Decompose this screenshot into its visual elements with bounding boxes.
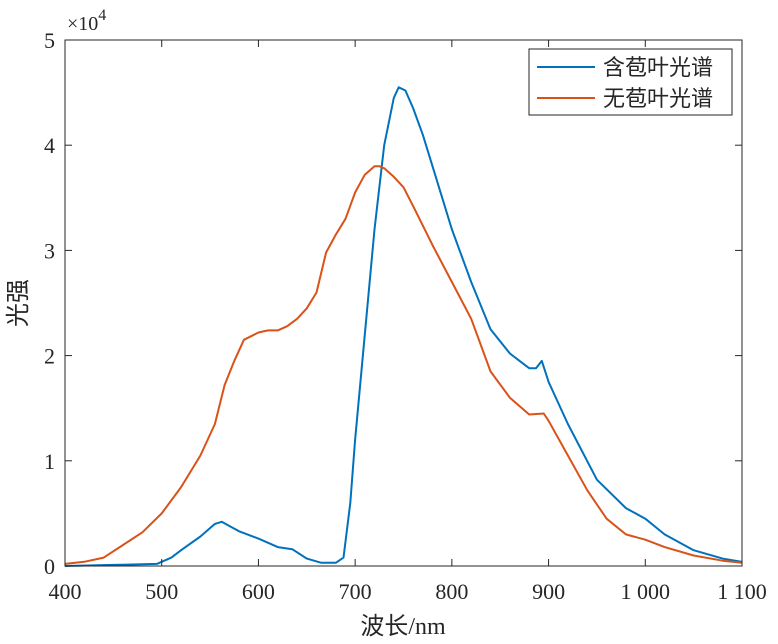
legend-box [528,48,733,116]
y-tick-label-5: 5 [44,28,55,53]
series-layer [64,86,743,567]
y-tick-label-4: 4 [44,133,55,158]
series-line-1 [64,86,743,567]
legend-label-series-2: 无苞叶光谱 [603,86,713,111]
x-tick-label-0: 400 [49,579,82,604]
y-tick-label-0: 0 [44,554,55,579]
x-tick-label-1: 500 [145,579,178,604]
x-tick-label-2: 600 [242,579,275,604]
series-line-2 [64,165,743,565]
legend-label-series-1: 含苞叶光谱 [603,55,713,80]
x-tick-label-3: 700 [339,579,372,604]
plot-area [65,40,742,566]
x-axis-label: 波长/nm [360,613,446,640]
y-multiplier-label: ×104 [67,7,106,35]
x-tick-label-5: 900 [532,579,565,604]
y-tick-label-2: 2 [44,344,55,369]
axes-box [64,39,743,567]
x-tick-label-7: 1 100 [717,579,767,604]
x-tick-label-6: 1 000 [621,579,671,604]
y-tick-label-3: 3 [44,238,55,263]
x-tick-label-4: 800 [435,579,468,604]
y-tick-label-1: 1 [44,449,55,474]
y-axis-label: 光强 [5,279,32,327]
legend: 含苞叶光谱 无苞叶光谱 [528,48,733,116]
